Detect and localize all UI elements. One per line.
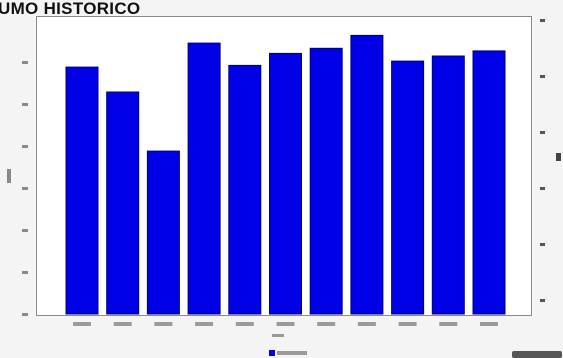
x-tick-label: [357, 322, 376, 326]
y-axis-right-ticks: [540, 19, 545, 302]
x-tick-label: [73, 322, 91, 326]
x-axis-label: [272, 334, 284, 337]
bar: [146, 150, 180, 315]
x-tick-label: [154, 322, 173, 326]
y2-tick-label: [540, 131, 545, 134]
x-tick-label: [276, 322, 295, 326]
y2-tick-label: [540, 187, 545, 190]
y2-tick-label: [540, 299, 545, 302]
y-tick-label: [22, 103, 28, 106]
bar: [431, 55, 465, 315]
bar: [472, 50, 506, 315]
legend-label: [277, 351, 307, 355]
bar: [269, 52, 302, 315]
legend-swatch: [269, 350, 275, 356]
y-tick-label: [22, 229, 28, 232]
bar: [187, 42, 221, 315]
x-axis-tick-labels: [73, 322, 498, 326]
bar: [350, 34, 384, 315]
y-tick-label: [22, 313, 28, 316]
bar: [309, 47, 343, 315]
legend: [269, 350, 307, 356]
x-tick-label: [480, 322, 498, 326]
chart-title: UMO HISTORICO: [0, 0, 141, 18]
y2-tick-label: [540, 19, 545, 22]
y2-tick-label: [540, 75, 545, 78]
x-tick-label: [195, 322, 214, 326]
bars-group: [65, 34, 506, 315]
bar: [391, 60, 425, 315]
y2-tick-label: [540, 243, 545, 246]
y-axis-label: [7, 169, 11, 183]
x-tick-label: [439, 322, 458, 326]
x-tick-label: [398, 322, 417, 326]
y2-axis-label: [556, 153, 561, 161]
y-axis-left-ticks: [22, 61, 28, 316]
y-tick-label: [22, 145, 28, 148]
y-tick-label: [22, 61, 28, 64]
bar: [65, 66, 99, 315]
x-tick-label: [235, 322, 254, 326]
y-tick-label: [22, 187, 28, 190]
bar: [106, 91, 140, 315]
x-tick-label: [317, 322, 336, 326]
bar: [228, 64, 262, 315]
x-tick-label: [113, 322, 132, 326]
y-tick-label: [22, 271, 28, 274]
scrollbar-handle[interactable]: [512, 351, 562, 358]
